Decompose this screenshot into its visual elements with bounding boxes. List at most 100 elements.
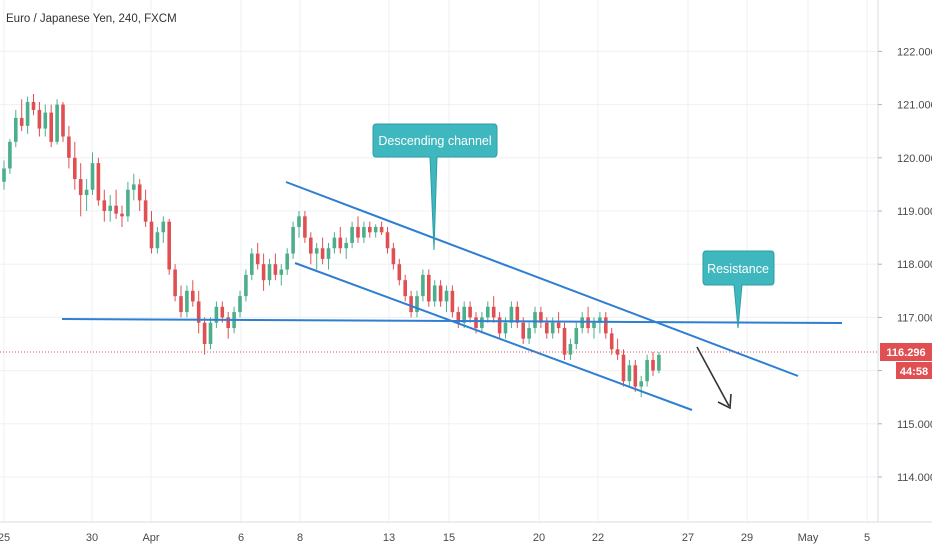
candle xyxy=(391,242,396,270)
candle-body xyxy=(132,184,136,190)
candle-body xyxy=(462,306,466,323)
channel-lower-line[interactable] xyxy=(294,262,693,411)
candle-body xyxy=(250,253,254,275)
candle-body xyxy=(444,290,449,302)
candle xyxy=(43,104,48,137)
candle xyxy=(114,189,118,219)
candle xyxy=(214,301,219,329)
candle-body xyxy=(421,274,425,297)
countdown-badge: 44:58 xyxy=(896,362,932,379)
projection-arrow-shaft[interactable] xyxy=(696,346,730,407)
candle xyxy=(173,264,177,302)
candle xyxy=(444,285,449,313)
candle-body xyxy=(368,226,372,233)
candle xyxy=(143,189,148,227)
candle-body xyxy=(309,237,313,254)
candle xyxy=(67,125,71,169)
candle-body xyxy=(373,226,378,233)
candle-body xyxy=(14,117,18,142)
candle-body xyxy=(568,344,573,355)
candle xyxy=(78,163,83,217)
time-tick-label: 25 xyxy=(0,532,10,544)
candle xyxy=(31,93,36,116)
candle xyxy=(533,306,537,334)
candle xyxy=(403,274,407,302)
candle xyxy=(120,205,124,227)
time-tick-label: 8 xyxy=(297,532,303,544)
candle-body xyxy=(31,101,36,110)
candle-body xyxy=(545,322,549,334)
candle-body xyxy=(509,306,514,323)
candle-body xyxy=(338,237,343,249)
candle-body xyxy=(503,322,508,334)
time-tick-label: May xyxy=(798,532,819,544)
candle xyxy=(126,181,130,222)
candle xyxy=(604,312,608,339)
candle-body xyxy=(102,200,107,211)
candle xyxy=(409,290,413,318)
candle-body xyxy=(474,317,478,329)
candle-body xyxy=(486,306,490,318)
candle xyxy=(562,322,567,360)
candle-body xyxy=(350,226,354,243)
candle-body xyxy=(344,242,348,249)
candle xyxy=(497,312,502,339)
candle-body xyxy=(202,322,207,344)
candle xyxy=(621,349,626,387)
candle xyxy=(137,179,142,211)
candle-body xyxy=(515,306,520,323)
candle xyxy=(261,253,266,291)
candle xyxy=(19,99,24,132)
candle-body xyxy=(604,317,608,334)
candle-body xyxy=(261,264,266,281)
candle-body xyxy=(356,226,360,238)
chart-title: Euro / Japanese Yen, 240, FXCM xyxy=(6,13,177,25)
candle xyxy=(427,269,431,307)
time-tick-label: 22 xyxy=(592,532,604,544)
candle xyxy=(297,211,301,238)
callout-resistance[interactable]: Resistance xyxy=(702,250,775,329)
candle-body xyxy=(244,274,248,297)
candle-body xyxy=(491,306,496,318)
time-tick-label: 29 xyxy=(741,532,753,544)
time-axis[interactable]: 25 30 Apr 6 8 13 15 20 22 27 29 May 5 xyxy=(0,532,870,544)
candle-body xyxy=(143,200,148,222)
candle-body xyxy=(521,322,525,339)
candle xyxy=(438,280,443,307)
candle xyxy=(385,226,390,254)
callout-box xyxy=(702,250,775,329)
candle-body xyxy=(208,322,213,344)
candle xyxy=(651,351,655,376)
callout-descending-channel[interactable]: Descending channel xyxy=(372,123,498,251)
price-tick-label: 119.000 xyxy=(897,206,932,218)
candle xyxy=(432,280,437,307)
candle-body xyxy=(468,306,472,318)
candle-body xyxy=(214,306,219,323)
candle xyxy=(196,290,201,334)
candle-body xyxy=(574,328,579,344)
candle xyxy=(108,195,112,222)
chart-drawings[interactable] xyxy=(0,181,878,411)
candle-body xyxy=(627,365,632,382)
candle xyxy=(191,280,195,307)
candle-body xyxy=(639,381,643,387)
candle xyxy=(8,139,12,174)
candle-body xyxy=(320,248,325,259)
candle xyxy=(639,375,643,398)
channel-upper-line[interactable] xyxy=(285,181,799,377)
candle xyxy=(167,218,171,275)
candle xyxy=(96,157,101,206)
candle xyxy=(657,351,661,374)
candle xyxy=(90,152,95,196)
candle-body xyxy=(497,317,502,334)
candle xyxy=(645,354,649,387)
candle xyxy=(73,141,77,190)
candle xyxy=(309,232,313,265)
resistance-line[interactable] xyxy=(61,318,843,324)
candle xyxy=(208,317,213,350)
time-tick-label: 27 xyxy=(682,532,694,544)
candle-body xyxy=(19,117,24,126)
candle xyxy=(397,258,402,286)
candle-body xyxy=(220,306,225,318)
